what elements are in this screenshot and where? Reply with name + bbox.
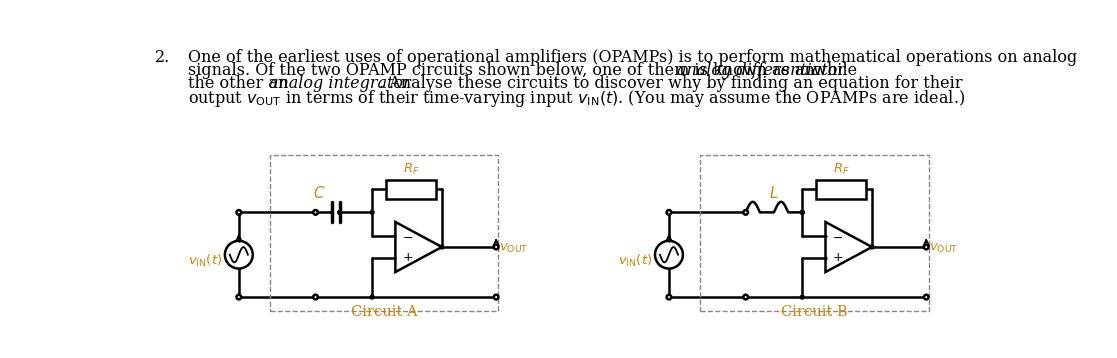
Circle shape	[924, 245, 928, 249]
Circle shape	[337, 211, 342, 214]
Bar	[386, 180, 436, 198]
Circle shape	[440, 245, 443, 249]
Circle shape	[667, 295, 671, 299]
Text: $C$: $C$	[313, 185, 325, 201]
Circle shape	[237, 210, 241, 215]
Text: $v_{\mathrm{IN}}(t)$: $v_{\mathrm{IN}}(t)$	[618, 253, 652, 269]
Text: . Analyse these circuits to discover why by finding an equation for their: . Analyse these circuits to discover why…	[379, 75, 963, 92]
Text: $-$: $-$	[402, 231, 413, 243]
Text: while: while	[808, 62, 857, 79]
Text: $+$: $+$	[402, 251, 413, 263]
Text: analog differentiator: analog differentiator	[677, 62, 846, 79]
Text: One of the earliest uses of operational amplifiers (OPAMPs) is to perform mathem: One of the earliest uses of operational …	[188, 49, 1077, 66]
Circle shape	[800, 211, 804, 214]
Circle shape	[494, 295, 498, 299]
Bar	[817, 180, 866, 198]
Circle shape	[800, 211, 804, 214]
Text: $R_F$: $R_F$	[402, 162, 419, 177]
Circle shape	[870, 245, 873, 249]
Circle shape	[667, 210, 671, 215]
Text: $R_F$: $R_F$	[832, 162, 849, 177]
Text: Circuit B: Circuit B	[781, 305, 848, 319]
Circle shape	[800, 295, 804, 299]
Text: the other an: the other an	[188, 75, 293, 92]
Text: $v_{\mathrm{OUT}}$: $v_{\mathrm{OUT}}$	[929, 242, 958, 255]
Text: $-$: $-$	[832, 231, 843, 243]
Text: $+$: $+$	[832, 251, 843, 263]
Bar	[270, 155, 498, 311]
Circle shape	[237, 295, 241, 299]
Text: $v_{\mathrm{IN}}(t)$: $v_{\mathrm{IN}}(t)$	[188, 253, 222, 269]
Text: analog integrator: analog integrator	[269, 75, 411, 92]
Circle shape	[924, 295, 928, 299]
Text: output $v_{\mathrm{OUT}}$ in terms of their time-varying input $v_{\mathrm{IN}}(: output $v_{\mathrm{OUT}}$ in terms of th…	[188, 88, 965, 110]
Text: 2.: 2.	[155, 49, 171, 66]
Bar	[700, 155, 928, 311]
Text: $L$: $L$	[770, 185, 779, 201]
Circle shape	[743, 295, 748, 299]
Circle shape	[313, 295, 318, 299]
Circle shape	[743, 210, 748, 215]
Text: $v_{\mathrm{OUT}}$: $v_{\mathrm{OUT}}$	[499, 242, 528, 255]
Circle shape	[370, 295, 374, 299]
Circle shape	[370, 211, 374, 214]
Text: signals. Of the two OPAMP circuits shown below, one of them is known as an: signals. Of the two OPAMP circuits shown…	[188, 62, 820, 79]
Circle shape	[313, 210, 318, 215]
Circle shape	[494, 245, 498, 249]
Text: Circuit A: Circuit A	[351, 305, 418, 319]
